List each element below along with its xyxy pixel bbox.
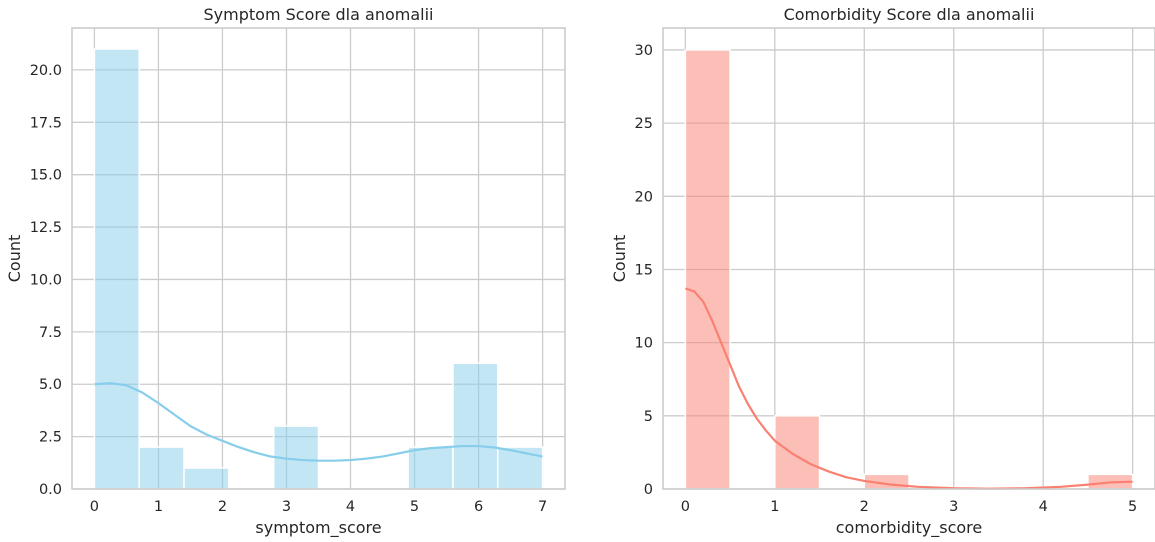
histogram-bar: [138, 446, 185, 490]
x-tick-label: 7: [538, 499, 547, 515]
y-tick-label: 15.0: [30, 168, 62, 184]
y-tick-label: 2.5: [39, 430, 62, 446]
y-tick-label: 10: [635, 336, 653, 352]
plot-frame: [662, 27, 1155, 490]
x-tick-label: 1: [154, 499, 163, 515]
y-tick-label: 17.5: [30, 115, 62, 131]
plot-frame: [71, 27, 566, 490]
y-tick-label: 12.5: [30, 220, 62, 236]
y-tick-label: 0.0: [39, 482, 62, 498]
x-tick-label: 1: [770, 499, 779, 515]
chart-title: Comorbidity Score dla anomalii: [784, 5, 1035, 24]
histogram-bar: [93, 48, 140, 490]
x-tick-label: 5: [410, 499, 419, 515]
y-tick-label: 20.0: [30, 63, 62, 79]
x-tick-label: 5: [1128, 499, 1137, 515]
histogram-bar: [497, 446, 544, 490]
histogram-bar: [407, 446, 454, 490]
x-axis-label: comorbidity_score: [836, 518, 982, 538]
x-tick-label: 0: [681, 499, 690, 515]
x-tick-label: 3: [949, 499, 958, 515]
y-tick-label: 5.0: [39, 377, 62, 393]
x-tick-label: 3: [282, 499, 291, 515]
y-tick-label: 30: [635, 43, 653, 59]
histogram-bar: [774, 415, 821, 490]
symptom-score-chart: 0 1 2 3 4 5 6 7 0.0 2.5 5.0 7.5 10.0 12.5 15.0 17.5 20.0…: [5, 5, 566, 538]
x-tick-label: 2: [218, 499, 227, 515]
y-axis-label: Count: [610, 235, 629, 283]
kde-line: [94, 382, 543, 462]
y-tick-label: 20: [635, 189, 653, 205]
x-tick-label: 4: [346, 499, 355, 515]
comorbidity-score-chart: 0 1 2 3 4 5 0 5 10 15 20 25 30 Comorbidity Score dla …: [610, 5, 1155, 538]
y-tick-label: 5: [644, 409, 653, 425]
y-tick-label: 7.5: [39, 325, 62, 341]
histogram-bar: [452, 362, 499, 490]
x-tick-label: 0: [90, 499, 99, 515]
x-axis-label: symptom_score: [255, 518, 381, 538]
y-tick-label: 25: [635, 116, 653, 132]
x-tick-label: 4: [1039, 499, 1048, 515]
histogram-bar: [684, 49, 731, 490]
x-tick-label: 6: [474, 499, 483, 515]
y-tick-label: 10.0: [30, 272, 62, 288]
kde-line: [685, 287, 1133, 490]
histogram-bar: [183, 467, 230, 490]
chart-title: Symptom Score dla anomalii: [204, 5, 434, 24]
y-tick-label: 15: [635, 262, 653, 278]
y-tick-label: 0: [644, 482, 653, 498]
y-axis-label: Count: [5, 235, 24, 283]
x-tick-label: 2: [860, 499, 869, 515]
